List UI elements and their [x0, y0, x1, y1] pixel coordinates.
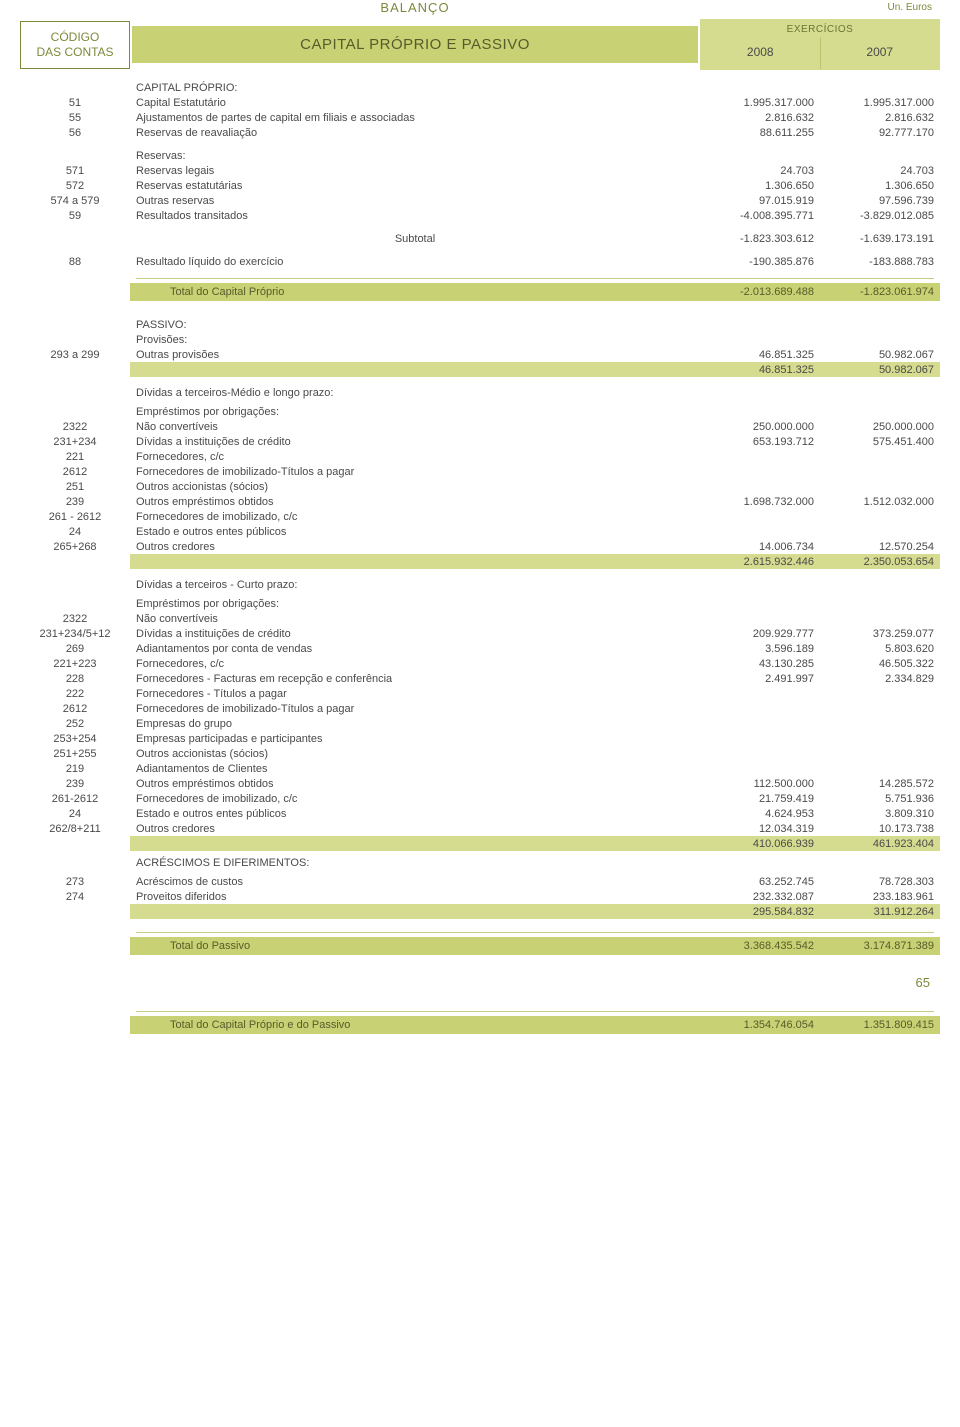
table-row: 2322Não convertíveis — [20, 611, 940, 626]
table-row: 269Adiantamentos por conta de vendas3.59… — [20, 641, 940, 656]
table-row: 239Outros empréstimos obtidos1.698.732.0… — [20, 494, 940, 509]
table-row: 231+234/5+12Dívidas a instituições de cr… — [20, 626, 940, 641]
exercicios-box: EXERCÍCIOS 2008 2007 — [700, 19, 940, 70]
passivo-heading: PASSIVO: — [130, 317, 700, 332]
table-row: 251+255Outros accionistas (sócios) — [20, 746, 940, 761]
table-row: 274Proveitos diferidos232.332.087233.183… — [20, 889, 940, 904]
table-row: 261-2612Fornecedores de imobilizado, c/c… — [20, 791, 940, 806]
table-row: 231+234Dívidas a instituições de crédito… — [20, 434, 940, 449]
table-row: 239Outros empréstimos obtidos112.500.000… — [20, 776, 940, 791]
year-2007: 2007 — [821, 37, 940, 69]
codigo-line1: CÓDIGO — [51, 30, 100, 44]
table-row: 221+223Fornecedores, c/c43.130.28546.505… — [20, 656, 940, 671]
table-row: 273Acréscimos de custos63.252.74578.728.… — [20, 874, 940, 889]
table-row: 59Resultados transitados-4.008.395.771-3… — [20, 208, 940, 223]
reservas-heading: Reservas: — [130, 148, 700, 163]
balance-header: BALANÇO Un. Euros CÓDIGO DAS CONTAS CAPI… — [20, 0, 940, 70]
table-row: 253+254Empresas participadas e participa… — [20, 731, 940, 746]
subtotal-row: Subtotal-1.823.303.612-1.639.173.191 — [20, 231, 940, 246]
table-row: 251Outros accionistas (sócios) — [20, 479, 940, 494]
emprestimos-heading-2: Empréstimos por obrigações: — [130, 596, 700, 611]
table-row: 262/8+211Outros credores12.034.31910.173… — [20, 821, 940, 836]
subtotal-row: 410.066.939461.923.404 — [20, 836, 940, 851]
table-row: 571Reservas legais24.70324.703 — [20, 163, 940, 178]
table-row: 55Ajustamentos de partes de capital em f… — [20, 110, 940, 125]
table-row: 2612Fornecedores de imobilizado-Títulos … — [20, 701, 940, 716]
table-row: 265+268Outros credores14.006.73412.570.2… — [20, 539, 940, 554]
table-row: 24Estado e outros entes públicos4.624.95… — [20, 806, 940, 821]
dividas-cp-heading: Dívidas a terceiros - Curto prazo: — [130, 577, 700, 592]
table-row: 574 a 579Outras reservas97.015.91997.596… — [20, 193, 940, 208]
section-title-box: CAPITAL PRÓPRIO E PASSIVO — [132, 26, 698, 63]
table-row: 228Fornecedores - Facturas em recepção e… — [20, 671, 940, 686]
balance-table: CAPITAL PRÓPRIO: 51Capital Estatutário1.… — [20, 80, 940, 955]
subtotal-row: 295.584.832311.912.264 — [20, 904, 940, 919]
table-row: 51Capital Estatutário1.995.317.0001.995.… — [20, 95, 940, 110]
balanco-title: BALANÇO — [132, 0, 698, 19]
table-row: 2322Não convertíveis250.000.000250.000.0… — [20, 419, 940, 434]
table-row: 56Reservas de reavaliação88.611.25592.77… — [20, 125, 940, 140]
subtotal-row: 2.615.932.4462.350.053.654 — [20, 554, 940, 569]
table-row: 572Reservas estatutárias1.306.6501.306.6… — [20, 178, 940, 193]
table-row: 222Fornecedores - Títulos a pagar — [20, 686, 940, 701]
table-row: 88Resultado líquido do exercício-190.385… — [20, 254, 940, 269]
total-cpp-row: Total do Capital Próprio e do Passivo1.3… — [20, 1016, 940, 1034]
table-row: 261 - 2612Fornecedores de imobilizado, c… — [20, 509, 940, 524]
total-passivo-row: Total do Passivo3.368.435.5423.174.871.3… — [20, 937, 940, 955]
provisoes-heading: Provisões: — [130, 332, 700, 347]
codigo-contas-label: CÓDIGO DAS CONTAS — [20, 21, 130, 69]
table-row: 219Adiantamentos de Clientes — [20, 761, 940, 776]
unit-label: Un. Euros — [698, 0, 940, 19]
table-row: 293 a 299Outras provisões46.851.32550.98… — [20, 347, 940, 362]
table-row: 2612Fornecedores de imobilizado-Títulos … — [20, 464, 940, 479]
emprestimos-heading-1: Empréstimos por obrigações: — [130, 404, 700, 419]
codigo-line2: DAS CONTAS — [36, 45, 113, 59]
page-number: 65 — [20, 955, 940, 996]
table-row: 252Empresas do grupo — [20, 716, 940, 731]
bottom-total-table: Total do Capital Próprio e do Passivo1.3… — [20, 1006, 940, 1034]
capital-proprio-heading: CAPITAL PRÓPRIO: — [130, 80, 700, 95]
table-row: 221Fornecedores, c/c — [20, 449, 940, 464]
acrescimos-heading: ACRÉSCIMOS E DIFERIMENTOS: — [130, 855, 700, 870]
year-2008: 2008 — [701, 37, 821, 69]
total-capital-proprio-row: Total do Capital Próprio-2.013.689.488-1… — [20, 283, 940, 301]
subtotal-row: 46.851.32550.982.067 — [20, 362, 940, 377]
exercicios-label: EXERCÍCIOS — [701, 20, 939, 37]
dividas-mlp-heading: Dívidas a terceiros-Médio e longo prazo: — [130, 385, 700, 400]
table-row: 24Estado e outros entes públicos — [20, 524, 940, 539]
